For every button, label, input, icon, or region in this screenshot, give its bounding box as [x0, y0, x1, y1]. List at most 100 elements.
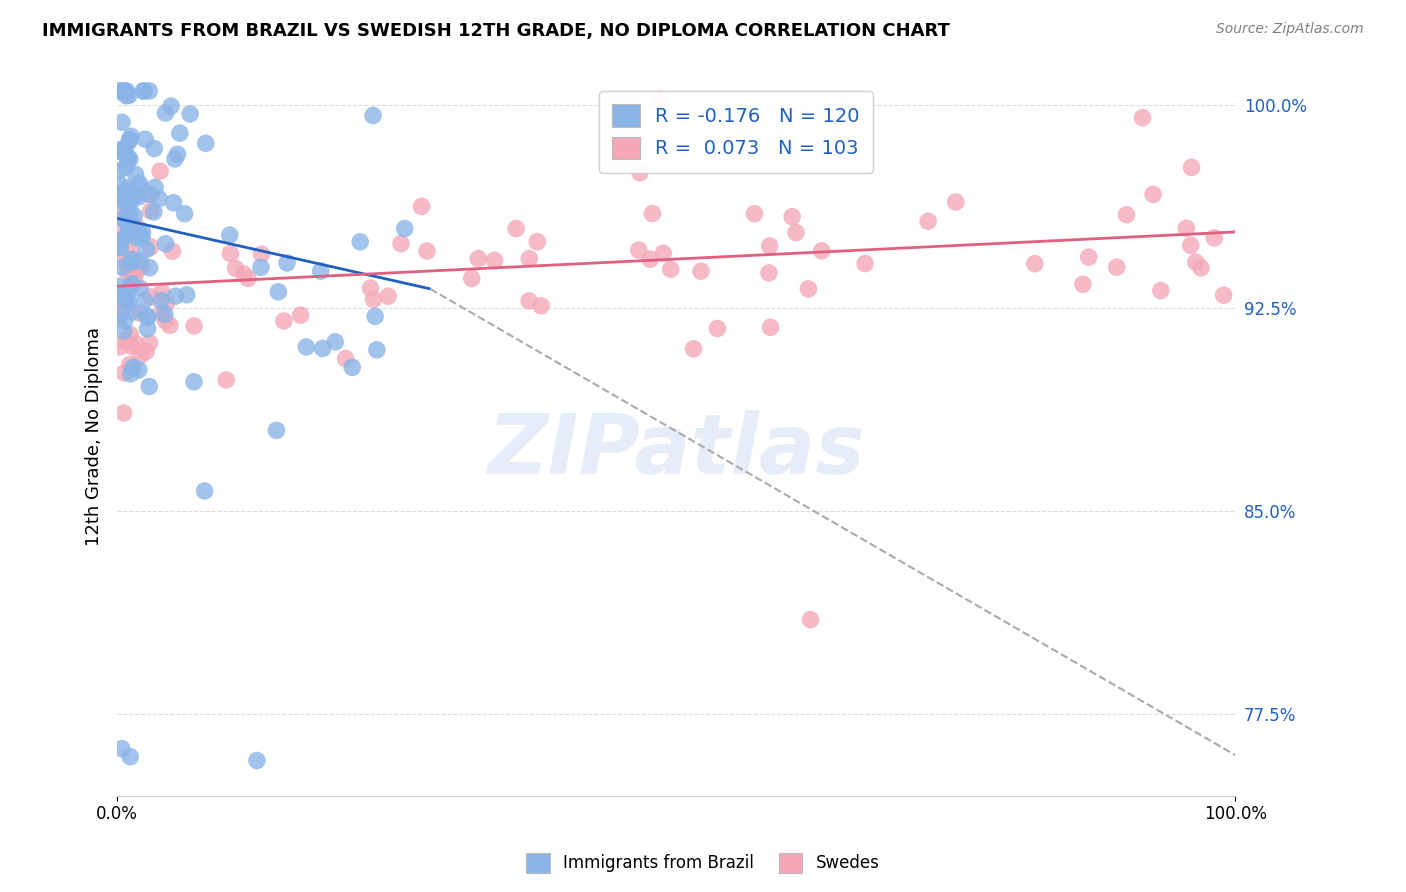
Point — [215, 373, 238, 387]
Point — [120, 255, 142, 269]
Point — [250, 247, 273, 261]
Point — [232, 267, 254, 281]
Point — [627, 243, 650, 257]
Point — [120, 129, 142, 144]
Point — [530, 299, 553, 313]
Point — [124, 189, 146, 203]
Point — [153, 307, 176, 321]
Point — [138, 336, 160, 351]
Point — [758, 266, 780, 280]
Point — [136, 310, 159, 325]
Point — [416, 244, 439, 258]
Point — [115, 84, 138, 98]
Point — [120, 211, 142, 226]
Point — [120, 252, 142, 267]
Point — [1180, 238, 1202, 252]
Point — [162, 195, 184, 210]
Point — [250, 260, 273, 275]
Point — [114, 160, 136, 174]
Point — [129, 228, 152, 243]
Point — [290, 308, 312, 322]
Point — [1189, 260, 1212, 275]
Point — [118, 281, 141, 295]
Point — [118, 357, 141, 371]
Point — [295, 340, 318, 354]
Point — [155, 106, 177, 120]
Point — [484, 253, 506, 268]
Point — [114, 334, 136, 348]
Point — [111, 84, 134, 98]
Point — [461, 271, 484, 285]
Point — [110, 307, 132, 321]
Point — [127, 220, 149, 235]
Point — [139, 240, 162, 254]
Point — [124, 269, 146, 284]
Point — [169, 126, 191, 140]
Point — [125, 263, 148, 277]
Point — [129, 254, 152, 268]
Point — [194, 136, 217, 151]
Point — [114, 142, 136, 156]
Point — [1204, 231, 1226, 245]
Point — [276, 256, 298, 270]
Point — [160, 99, 183, 113]
Point — [117, 184, 139, 198]
Point — [122, 360, 145, 375]
Point — [1105, 260, 1128, 274]
Point — [659, 262, 682, 277]
Point — [118, 152, 141, 166]
Point — [107, 286, 129, 301]
Point — [108, 294, 131, 309]
Point — [134, 293, 156, 308]
Point — [131, 225, 153, 239]
Point — [134, 84, 156, 98]
Point — [124, 168, 146, 182]
Point — [236, 271, 259, 285]
Point — [110, 307, 132, 321]
Point — [810, 244, 832, 258]
Point — [149, 164, 172, 178]
Point — [114, 298, 136, 312]
Point — [110, 84, 132, 98]
Point — [628, 165, 651, 179]
Point — [335, 351, 357, 366]
Point — [1142, 187, 1164, 202]
Point — [110, 225, 132, 239]
Point — [128, 190, 150, 204]
Point — [108, 143, 131, 157]
Point — [115, 147, 138, 161]
Point — [143, 180, 166, 194]
Point — [394, 221, 416, 235]
Point — [121, 191, 143, 205]
Point — [128, 176, 150, 190]
Point — [1184, 255, 1206, 269]
Point — [117, 181, 139, 195]
Point — [118, 134, 141, 148]
Point — [107, 189, 129, 203]
Point — [148, 192, 170, 206]
Point — [120, 225, 142, 239]
Point — [118, 221, 141, 235]
Point — [112, 195, 135, 210]
Point — [342, 360, 364, 375]
Point — [799, 613, 821, 627]
Point — [150, 285, 173, 300]
Point — [758, 239, 780, 253]
Point — [139, 187, 162, 202]
Point — [129, 348, 152, 362]
Point — [118, 194, 141, 208]
Point — [114, 230, 136, 244]
Point — [363, 293, 385, 307]
Point — [127, 231, 149, 245]
Point — [1150, 284, 1173, 298]
Point — [108, 202, 131, 217]
Point — [467, 252, 489, 266]
Text: IMMIGRANTS FROM BRAZIL VS SWEDISH 12TH GRADE, NO DIPLOMA CORRELATION CHART: IMMIGRANTS FROM BRAZIL VS SWEDISH 12TH G… — [42, 22, 950, 40]
Point — [311, 342, 333, 356]
Point — [115, 88, 138, 103]
Point — [1175, 221, 1198, 235]
Point — [139, 290, 162, 304]
Point — [118, 133, 141, 147]
Point — [917, 214, 939, 228]
Point — [638, 252, 661, 267]
